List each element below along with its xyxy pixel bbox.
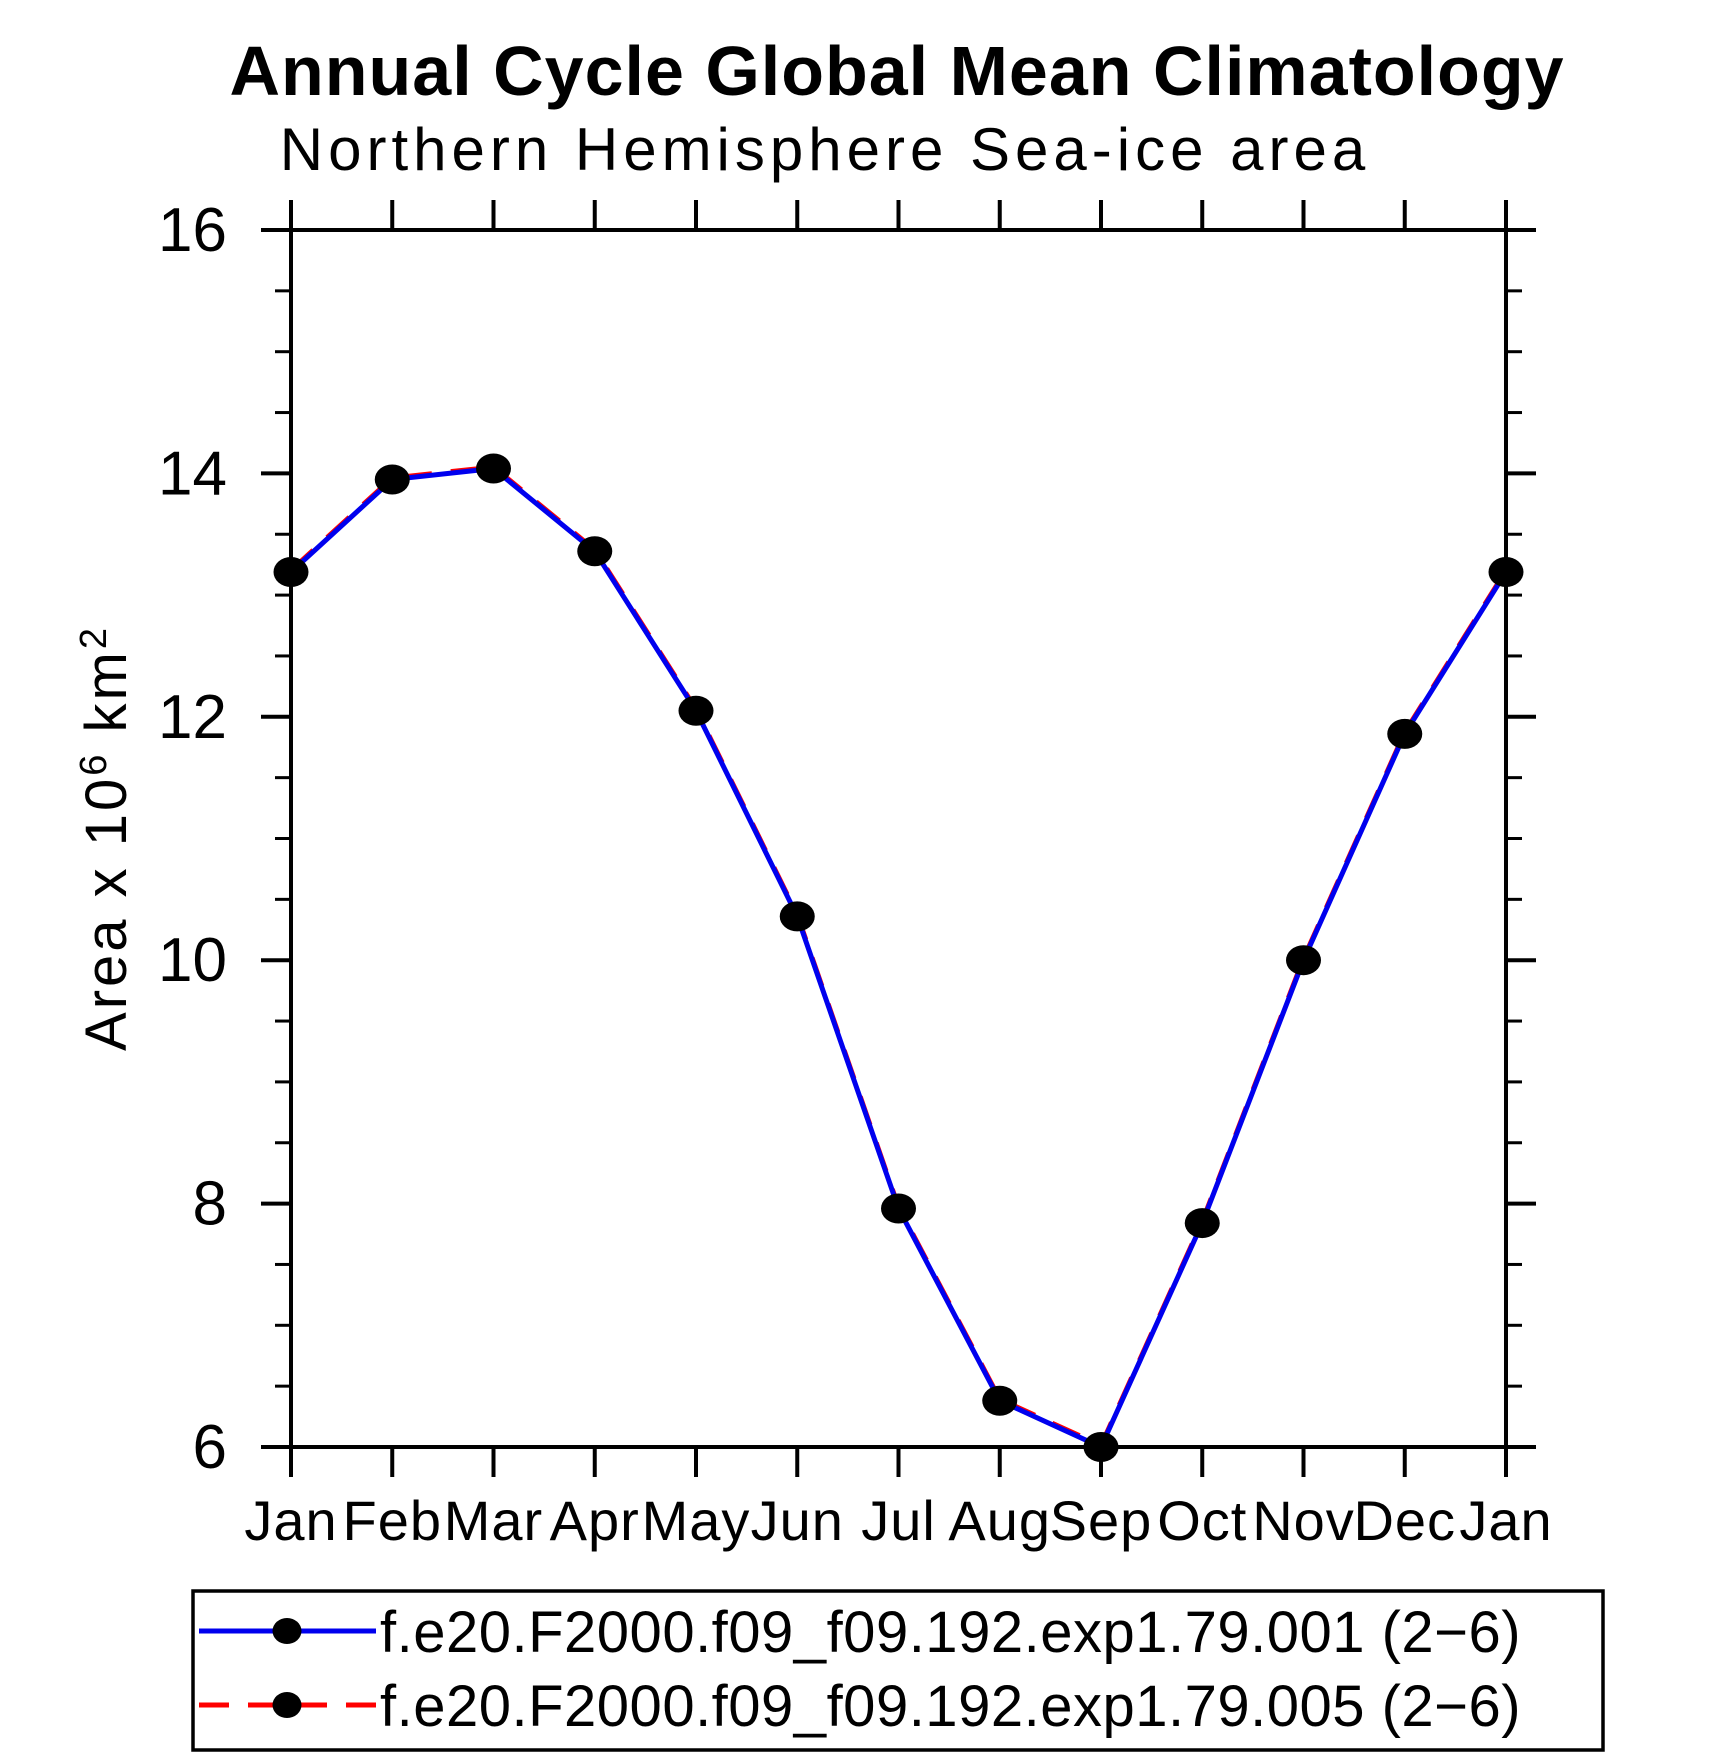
data-point-marker: [982, 1385, 1018, 1416]
y-tick-label: 14: [158, 439, 227, 508]
data-point-marker: [1083, 1432, 1119, 1462]
data-point-marker: [1184, 1208, 1220, 1239]
y-axis-label: Area x 106 km2: [73, 625, 139, 1051]
data-point-marker: [273, 556, 309, 587]
legend-label-series1: f.e20.F2000.f09_f09.192.exp1.79.001 (2−6…: [380, 1600, 1521, 1665]
x-tick-label: Jul: [861, 1489, 936, 1552]
x-tick-label: Feb: [343, 1489, 443, 1552]
legend-marker-circle-icon: [272, 1618, 302, 1644]
data-point-marker: [678, 695, 714, 726]
data-point-marker: [1387, 718, 1423, 749]
x-tick-label: Aug: [948, 1489, 1051, 1552]
x-tick-label: Dec: [1353, 1489, 1456, 1552]
x-tick-label: Mar: [444, 1489, 543, 1552]
data-point-marker: [577, 536, 613, 567]
y-tick-label: 12: [158, 683, 227, 752]
data-point-marker: [476, 453, 511, 484]
data-point-marker: [881, 1193, 916, 1224]
x-tick-label: Jan: [1459, 1489, 1552, 1552]
legend-item-series1: f.e20.F2000.f09_f09.192.exp1.79.001 (2−6…: [199, 1600, 1521, 1665]
x-tick-label: Jan: [244, 1489, 337, 1552]
x-tick-label: Oct: [1157, 1489, 1247, 1552]
x-tick-label: Apr: [550, 1489, 640, 1552]
legend: f.e20.F2000.f09_f09.192.exp1.79.001 (2−6…: [191, 1589, 1605, 1752]
x-tick-label: Nov: [1252, 1489, 1355, 1552]
legend-marker-circle-icon: [272, 1692, 302, 1718]
x-tick-label: May: [642, 1489, 751, 1552]
x-tick-label: Sep: [1050, 1489, 1153, 1552]
series-line-red-dashed: [289, 464, 1509, 1449]
chart-subtitle: Northern Hemisphere Sea-ice area: [280, 116, 1370, 183]
legend-box: [191, 1589, 1605, 1752]
data-point-marker: [374, 464, 410, 495]
data-point-marker: [1286, 945, 1321, 976]
y-tick-label: 16: [158, 196, 227, 265]
legend-item-series2: f.e20.F2000.f09_f09.192.exp1.79.005 (2−6…: [199, 1674, 1521, 1739]
series-line-blue-solid: [289, 465, 1509, 1451]
data-point-marker: [1488, 556, 1524, 587]
y-tick-label: 6: [193, 1413, 227, 1482]
data-point-marker: [779, 901, 815, 932]
legend-label-series2: f.e20.F2000.f09_f09.192.exp1.79.005 (2−6…: [380, 1674, 1521, 1739]
chart-title: Annual Cycle Global Mean Climatology: [229, 32, 1564, 110]
plot-frame: [289, 228, 1508, 1449]
y-tick-label: 8: [193, 1170, 227, 1239]
y-tick-label: 10: [158, 926, 227, 995]
x-tick-label: Jun: [751, 1489, 844, 1552]
